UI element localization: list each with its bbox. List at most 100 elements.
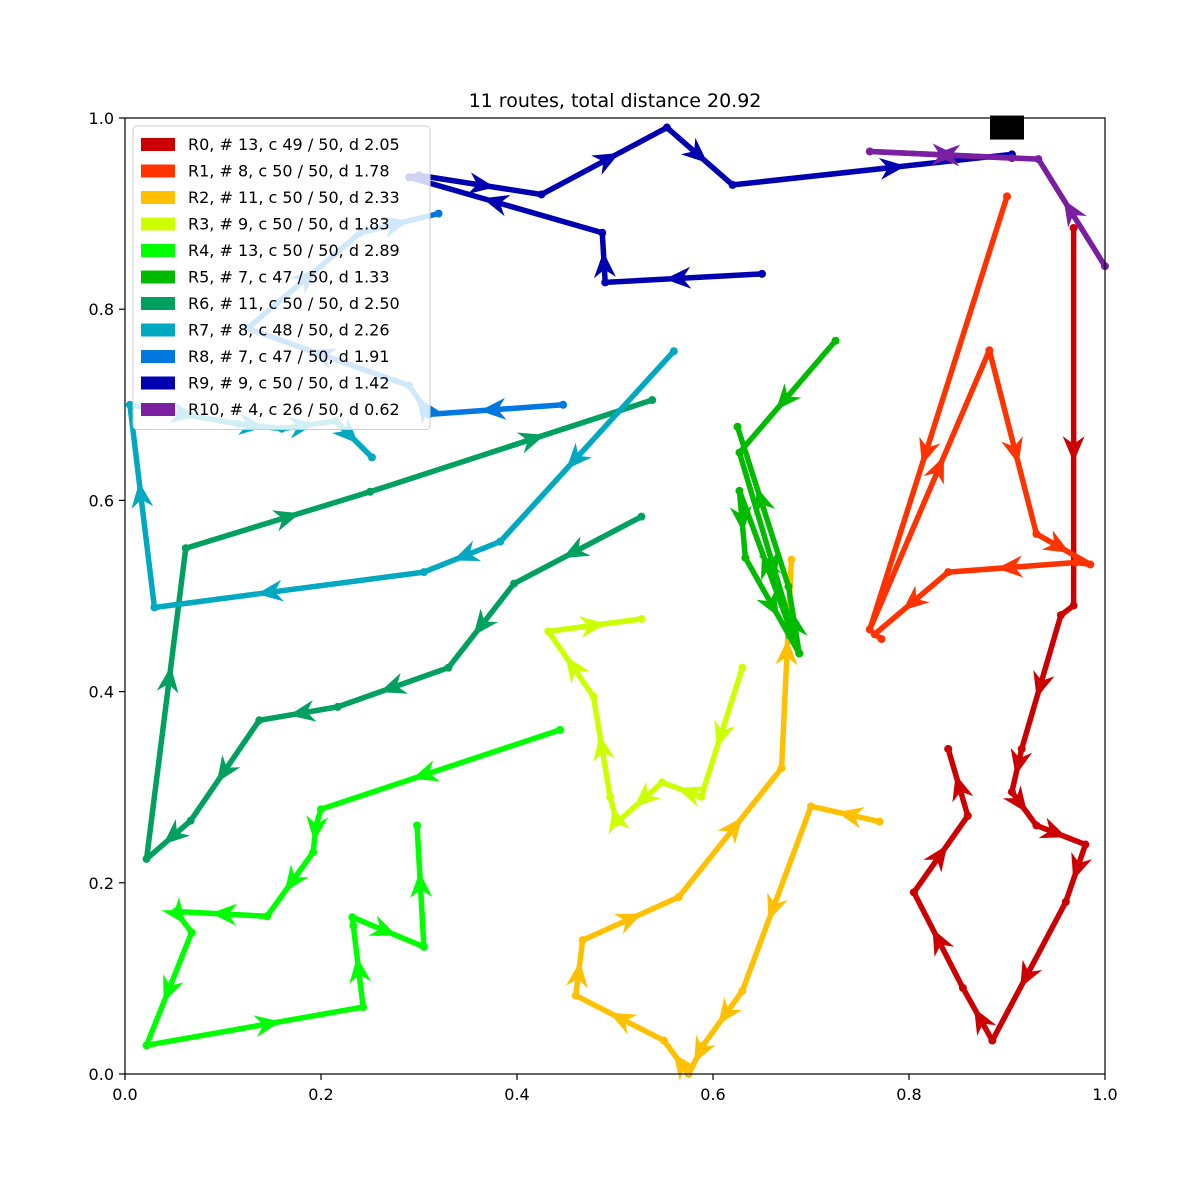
route-arrow [1062,436,1085,463]
route-stop [150,603,159,612]
route-arrow [368,915,397,936]
legend: R0, # 13, c 49 / 50, d 2.05 R1, # 8, c 50… [132,125,431,430]
route-stop [413,821,422,830]
route-stop [787,555,796,564]
route-stop [875,817,884,826]
route-stop [795,649,804,658]
route-stop [612,818,621,827]
route-segment [986,347,1040,537]
route-arrow [156,666,179,694]
legend-label: R5, # 7, c 47 / 50, d 1.33 [188,268,390,287]
legend-swatch [141,217,175,231]
route-stop [142,1041,151,1050]
route-arrow [609,1012,638,1035]
route-stop [578,936,587,945]
route-arrow [289,699,317,722]
route-stop [1056,611,1065,620]
route-r0 [909,223,1093,1045]
route-stop [309,848,318,857]
legend-label: R10, # 4, c 26 / 50, d 0.62 [188,400,400,419]
route-stop [738,986,747,995]
y-tick-label: 0.0 [89,1065,114,1084]
route-r10 [865,143,1109,271]
route-stop [187,928,196,937]
route-arrow [1071,851,1093,881]
route-stop [419,942,428,951]
route-stop [171,907,180,916]
route-stop [784,582,793,591]
y-tick-label: 0.4 [89,683,114,702]
route-arrow [673,1053,698,1081]
route-r9 [405,123,1016,289]
route-stop [944,568,953,577]
route-stop [877,635,886,644]
route-stop [870,630,879,639]
legend-swatch [141,323,175,337]
route-arrow [837,807,865,829]
route-stop [434,209,443,218]
route-stop [988,1036,997,1045]
route-segment [602,271,765,286]
route-arrow [1001,436,1023,465]
route-stop [601,278,610,287]
route-stop [944,744,953,753]
route-segment [367,397,655,495]
route-arrow [718,997,743,1025]
route-arrow [332,417,359,444]
route-stop [1086,560,1095,569]
depot-marker [990,115,1024,140]
route-r6 [142,396,657,863]
route-segment [143,1004,366,1049]
route-stop [1071,558,1080,567]
route-arrow [565,656,590,684]
route-arrow [676,786,706,808]
plot-frame [124,117,1106,1075]
y-tick-label: 0.6 [89,491,114,510]
legend-label: R6, # 11, c 50 / 50, d 2.50 [188,294,400,313]
route-stop [263,912,272,921]
route-segment [729,151,1015,188]
route-arrow [467,172,495,195]
route-stop [317,805,325,814]
route-stop [1069,223,1078,232]
route-stop [1017,744,1026,753]
route-stop [637,614,646,623]
route-stop [349,921,358,930]
route-arrow [1010,747,1033,776]
y-tick-label: 0.8 [89,300,114,319]
route-arrow [931,143,958,166]
route-arrow [767,892,788,921]
route-arrow [613,913,643,935]
route-arrow [1002,785,1028,813]
route-arrow [565,961,588,989]
route-stop [733,422,742,431]
route-stop [589,692,598,701]
route-arrow [562,536,591,559]
route-arrow [729,505,752,533]
route-arrow [516,432,545,454]
route-stop [333,702,342,711]
route-stop [741,553,750,562]
route-r4 [142,725,565,1050]
route-arrow [349,956,372,984]
x-tick-label: 0.6 [700,1085,725,1104]
route-stop [544,627,553,636]
route-arrow [996,555,1024,578]
route-arrow [163,974,184,1003]
route-stop [738,663,747,672]
route-segment [151,569,427,611]
x-tick-label: 1.0 [1092,1085,1117,1104]
route-arrow [775,638,798,666]
route-stop [1003,192,1011,201]
route-segment [867,347,993,633]
route-stop [571,991,580,1000]
route-arrow [664,266,692,289]
y-tick-label: 1.0 [89,109,114,128]
route-stop [648,396,657,405]
route-arrow [593,251,616,279]
route-arrow [411,760,441,782]
route-stop [1032,821,1041,830]
route-segment [318,727,563,812]
route-arrow [284,864,309,892]
legend-label: R9, # 9, c 50 / 50, d 1.42 [188,374,390,393]
